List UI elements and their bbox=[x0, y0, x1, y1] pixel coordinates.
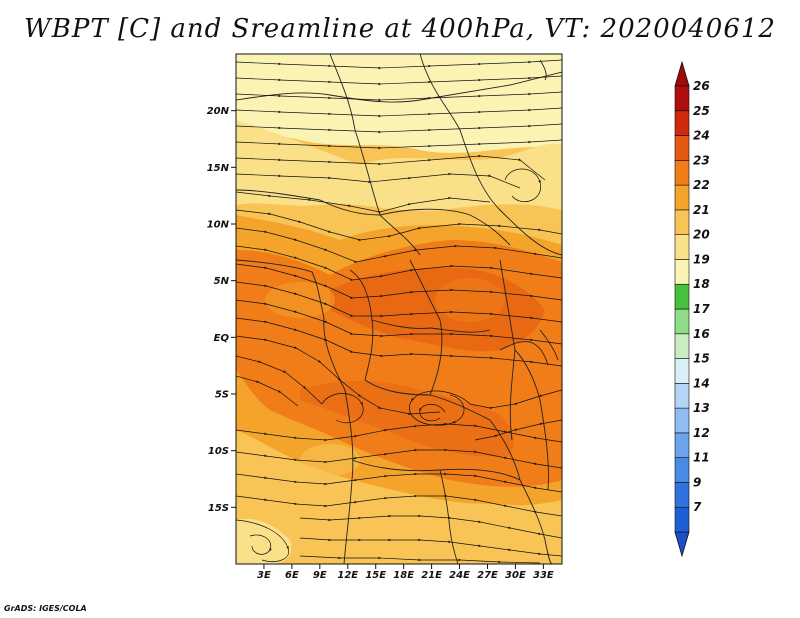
colorbar-label: 26 bbox=[693, 79, 710, 93]
colorbar-label: 9 bbox=[693, 475, 701, 489]
colorbar-label: 13 bbox=[693, 401, 710, 415]
grads-credit: GrADS: IGES/COLA bbox=[4, 604, 87, 613]
wbpt-shading bbox=[236, 54, 562, 564]
colorbar-swatch bbox=[674, 432, 690, 458]
colorbar: 7 9 11 12 13 14 15 16 17 18 19 20 21 22 23 24 25 26 bbox=[674, 60, 710, 558]
lon-tick-label: 30E bbox=[505, 570, 526, 581]
colorbar-low-arrow bbox=[674, 531, 690, 558]
lon-tick-label: 27E bbox=[477, 570, 498, 581]
lat-tick-label: 20N bbox=[207, 106, 230, 117]
colorbar-swatch bbox=[674, 234, 690, 260]
lon-tick-label: 9E bbox=[313, 570, 327, 581]
longitude-axis: 3E 6E 9E 12E 15E 18E 21E 24E 27E 30E 33E bbox=[257, 564, 554, 581]
colorbar-swatch bbox=[674, 308, 690, 335]
colorbar-high-arrow bbox=[674, 60, 690, 87]
colorbar-label: 11 bbox=[693, 451, 710, 465]
colorbar-label: 25 bbox=[693, 104, 710, 118]
wbpt-cool-southwest bbox=[236, 518, 292, 564]
colorbar-swatch bbox=[674, 283, 690, 310]
colorbar-swatch bbox=[674, 135, 690, 161]
lon-tick-label: 33E bbox=[533, 570, 554, 581]
colorbar-swatch bbox=[674, 110, 690, 136]
colorbar-swatch bbox=[674, 85, 690, 112]
lat-tick-label: 5N bbox=[214, 276, 230, 287]
colorbar-label: 16 bbox=[693, 327, 710, 341]
lon-tick-label: 21E bbox=[421, 570, 442, 581]
colorbar-swatch bbox=[674, 358, 690, 384]
map-frame bbox=[235, 53, 563, 565]
lat-tick-label: 10N bbox=[207, 220, 230, 231]
lon-tick-label: 15E bbox=[365, 570, 386, 581]
lon-tick-label: 12E bbox=[337, 570, 358, 581]
colorbar-swatch bbox=[674, 383, 690, 409]
colorbar-swatch bbox=[674, 184, 690, 211]
wbpt-warm-core bbox=[435, 278, 505, 322]
wbpt-cool-patch-2 bbox=[300, 444, 360, 476]
wbpt-cool-patch-1 bbox=[265, 282, 335, 318]
lon-tick-label: 18E bbox=[393, 570, 414, 581]
colorbar-swatch bbox=[674, 160, 690, 186]
colorbar-label: 15 bbox=[693, 352, 710, 366]
colorbar-swatch bbox=[674, 259, 690, 285]
colorbar-label: 12 bbox=[693, 426, 710, 440]
lon-tick-label: 6E bbox=[285, 570, 299, 581]
colorbar-label: 23 bbox=[693, 153, 710, 167]
colorbar-label: 17 bbox=[693, 302, 710, 316]
chart-title: WBPT [C] and Sreamline at 400hPa, VT: 20… bbox=[24, 14, 776, 44]
colorbar-swatch bbox=[674, 506, 690, 533]
lat-tick-label: 10S bbox=[208, 446, 229, 457]
lat-tick-label: 5S bbox=[215, 390, 229, 401]
streamlines bbox=[236, 59, 562, 564]
wbpt-20-zone bbox=[236, 120, 562, 212]
lat-tick-label: EQ bbox=[214, 333, 230, 344]
colorbar-label: 21 bbox=[693, 203, 710, 217]
colorbar-label: 18 bbox=[693, 277, 710, 291]
lon-tick-label: 24E bbox=[449, 570, 470, 581]
colorbar-label: 20 bbox=[693, 228, 710, 242]
colorbar-swatch bbox=[674, 457, 690, 483]
lon-tick-label: 3E bbox=[257, 570, 271, 581]
colorbar-label: 19 bbox=[693, 252, 710, 266]
colorbar-swatch bbox=[674, 209, 690, 235]
colorbar-label: 24 bbox=[693, 129, 710, 143]
colorbar-label: 14 bbox=[693, 376, 710, 390]
colorbar-label: 7 bbox=[693, 500, 702, 514]
colorbar-swatch bbox=[674, 333, 690, 359]
colorbar-swatch bbox=[674, 482, 690, 508]
latitude-axis: 20N 15N 10N 5N EQ 5S 10S 15S bbox=[207, 106, 236, 514]
colorbar-label: 22 bbox=[693, 178, 710, 192]
lat-tick-label: 15S bbox=[208, 503, 229, 514]
lat-tick-label: 15N bbox=[207, 163, 230, 174]
colorbar-swatch bbox=[674, 407, 690, 434]
